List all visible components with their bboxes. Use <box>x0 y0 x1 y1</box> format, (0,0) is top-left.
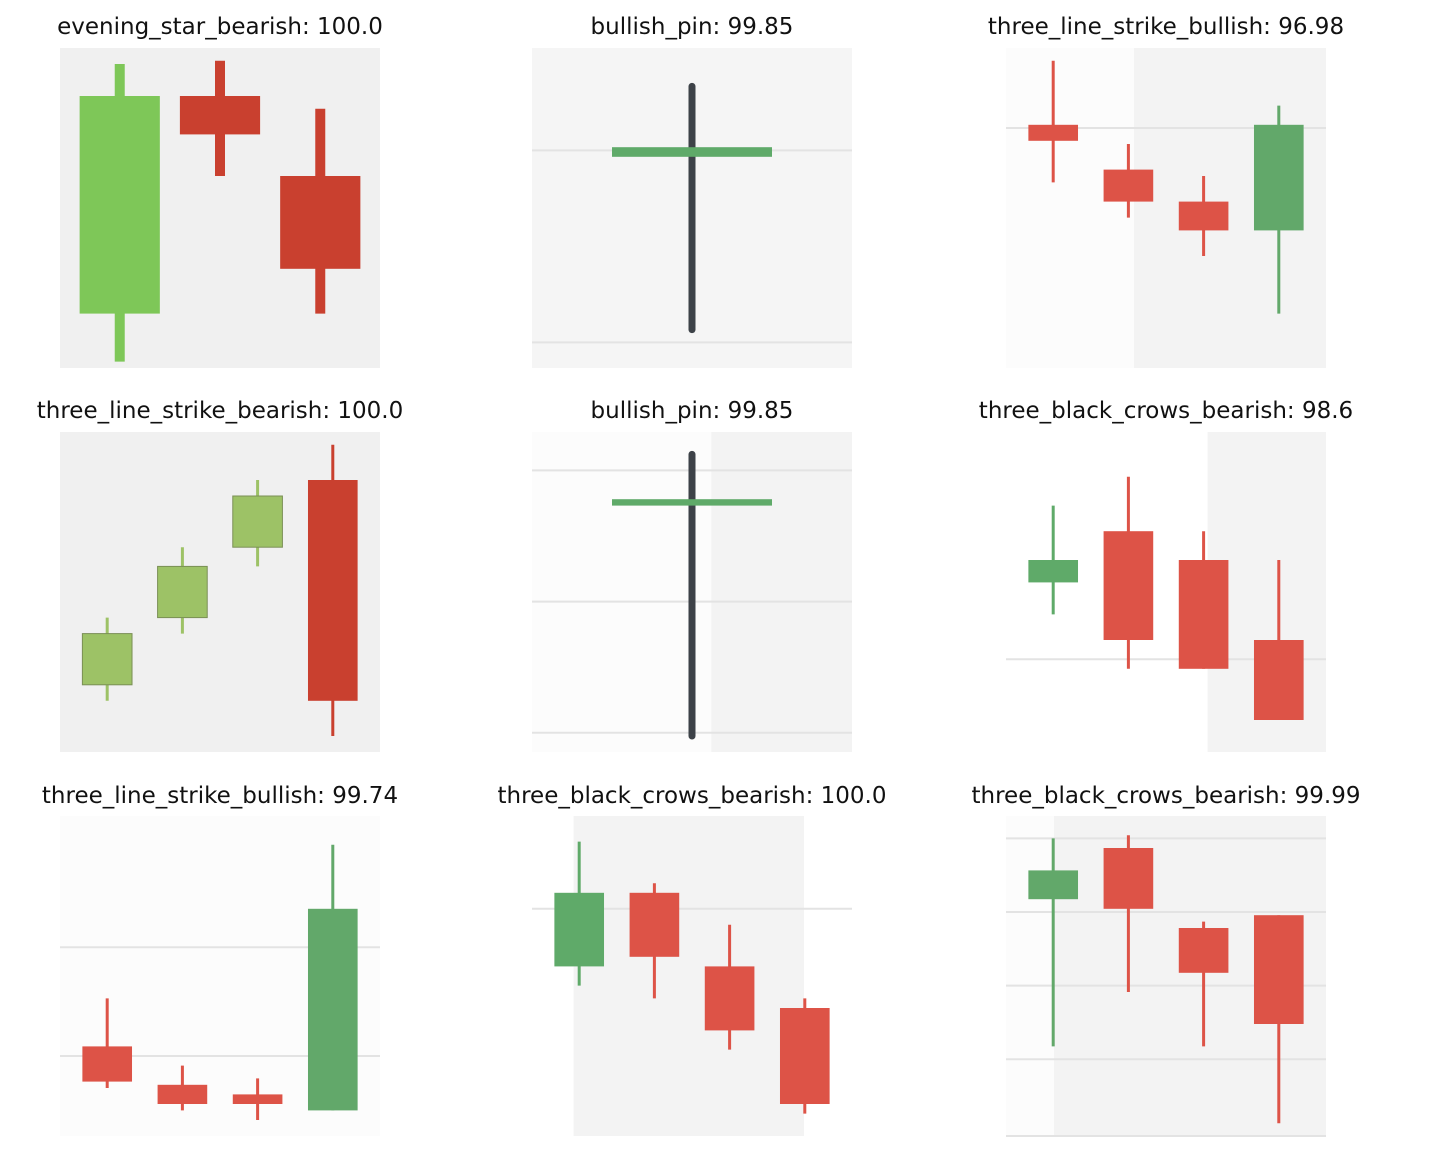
candle-body <box>629 892 680 957</box>
candle-body <box>1028 560 1079 583</box>
candle-body <box>1103 531 1154 640</box>
chart-title: three_black_crows_bearish: 98.6 <box>978 398 1354 424</box>
plot-background <box>1006 48 1134 368</box>
candle-body <box>704 966 755 1031</box>
candlestick-plot <box>1006 432 1326 752</box>
chart-title: three_line_strike_bullish: 99.74 <box>41 783 399 809</box>
candle-body <box>779 1008 830 1104</box>
candle-body <box>81 633 133 686</box>
plot-background <box>532 816 574 1136</box>
chart-title: bullish_pin: 99.85 <box>590 398 794 424</box>
candle-body <box>280 176 361 269</box>
candle-body <box>232 1094 283 1104</box>
candlestick-plot <box>60 432 380 752</box>
candlestick-plot <box>532 816 852 1136</box>
chart-title: three_black_crows_bearish: 100.0 <box>497 783 887 809</box>
candle-body <box>307 480 358 701</box>
plot-background <box>1006 816 1054 1136</box>
candle-body <box>79 96 160 314</box>
candle-body <box>612 499 772 506</box>
candle-body <box>554 892 605 967</box>
candle-body <box>1178 201 1229 231</box>
candle-body <box>1178 928 1229 973</box>
candlestick-plot <box>1006 816 1326 1137</box>
chart-title: three_black_crows_bearish: 99.99 <box>971 783 1361 809</box>
candle-body <box>179 96 261 135</box>
candle-body <box>232 495 283 548</box>
candlestick-plot <box>1006 48 1326 368</box>
candle-body <box>1028 124 1079 141</box>
plot-background <box>711 432 852 752</box>
candlestick-plot <box>532 48 852 368</box>
candle-body <box>157 1084 208 1104</box>
plot-background <box>573 816 804 1136</box>
candle-body <box>1253 124 1304 231</box>
plot-background <box>532 432 712 752</box>
candle-body <box>1253 640 1304 720</box>
candle-body <box>1103 848 1154 909</box>
candle-body <box>82 1046 133 1082</box>
candle-body <box>157 565 208 619</box>
chart-title: three_line_strike_bearish: 100.0 <box>36 398 404 424</box>
candle-body <box>1253 915 1304 1024</box>
candlestick-plot <box>60 48 380 368</box>
chart-title: three_line_strike_bullish: 96.98 <box>987 14 1345 40</box>
candle-body <box>612 147 772 157</box>
candle-body <box>1103 169 1154 202</box>
candlestick-plot <box>532 432 852 752</box>
candlestick-plot <box>60 816 380 1136</box>
candle-body <box>307 908 358 1111</box>
candle-body <box>1028 870 1079 900</box>
chart-title: bullish_pin: 99.85 <box>590 14 794 40</box>
chart-title: evening_star_bearish: 100.0 <box>57 14 383 40</box>
candle-body <box>1178 560 1229 669</box>
